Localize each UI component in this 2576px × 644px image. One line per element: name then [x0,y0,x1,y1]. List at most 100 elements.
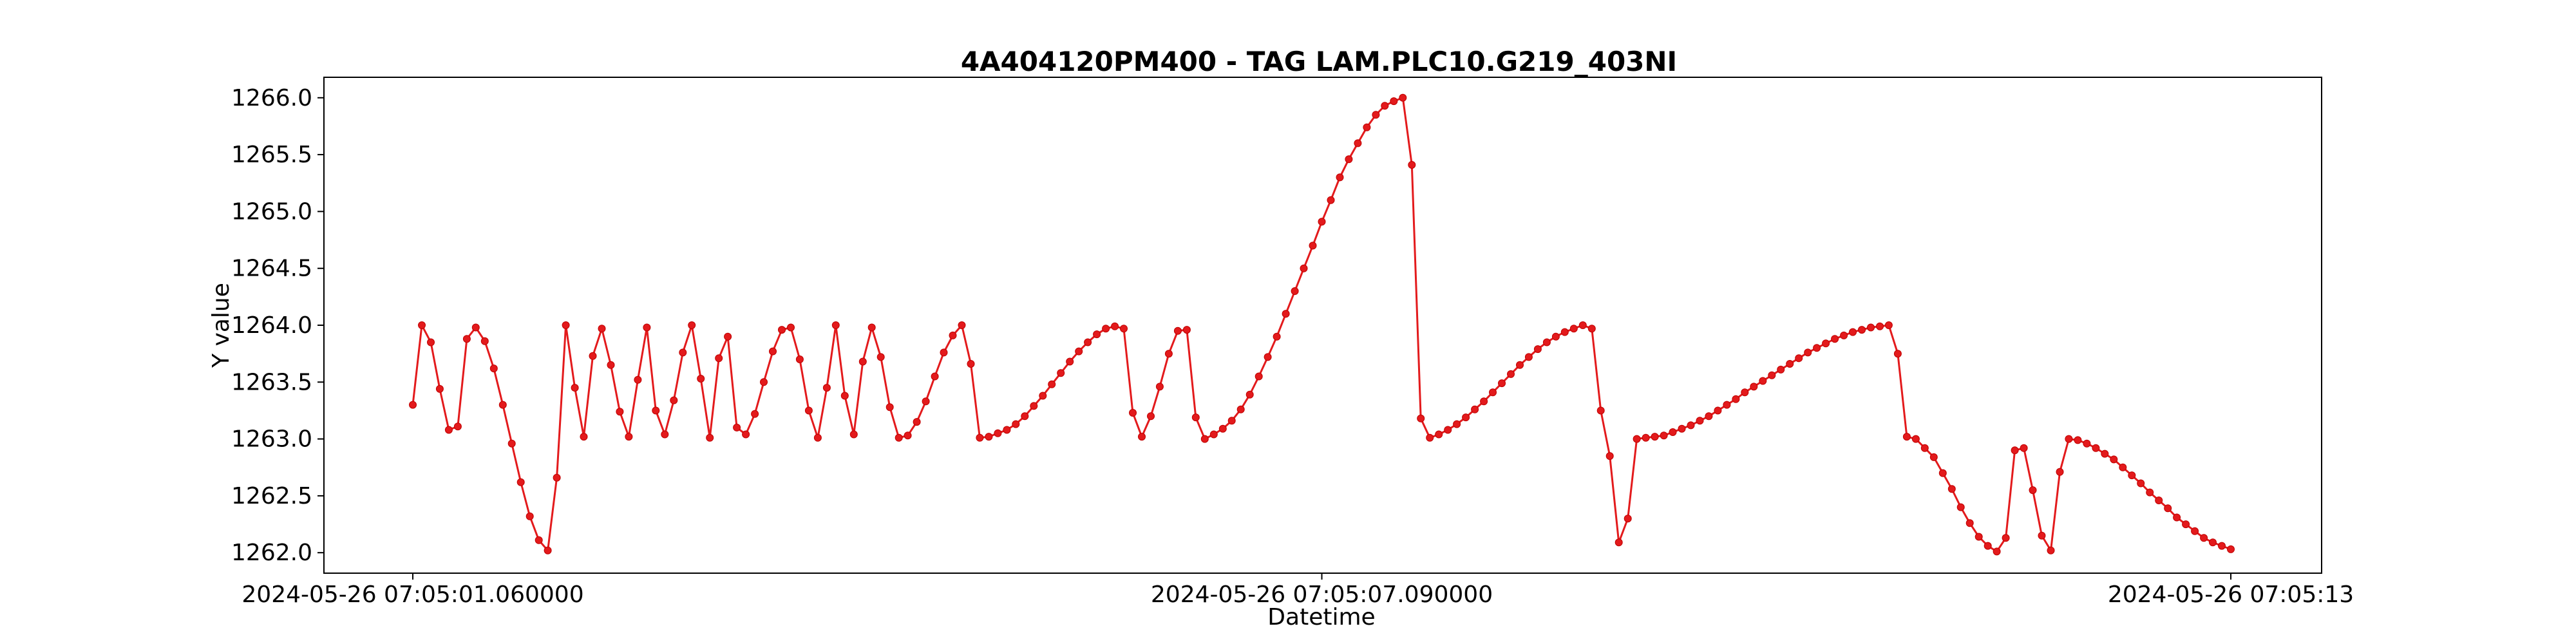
data-point [813,433,822,442]
data-point [444,426,453,434]
data-point [867,323,876,332]
data-point [1624,515,1632,523]
data-point [688,321,696,329]
y-axis: 1262.0 1262.5 1263.0 1263.5 1264.0 1264.5 1265… [231,85,324,566]
data-point [1147,412,1155,421]
data-point [1714,406,1722,415]
data-point [471,323,480,332]
y-tick-label: 1262.5 [231,483,312,509]
data-point [1255,372,1263,381]
data-point [1920,444,1929,452]
data-point [1057,369,1065,377]
data-point [1911,435,1920,443]
y-tick-label: 1266.0 [231,85,312,111]
data-point [1264,353,1272,361]
data-point [2047,546,2055,554]
data-point [1578,321,1587,329]
data-point [1209,430,1218,439]
data-point [1200,435,1209,443]
data-point [634,375,642,384]
data-point [1111,322,1119,330]
data-point [2182,520,2190,529]
data-point [1408,161,1416,169]
x-tick-label: 2024-05-26 07:05:01.060000 [242,582,583,608]
data-point [418,321,426,329]
data-point [2164,504,2172,513]
data-point [2227,545,2235,553]
data-point [1984,542,1992,550]
data-point [1363,123,1371,131]
data-point [931,372,939,381]
data-point [589,352,597,360]
data-point [958,321,966,329]
series-line [412,96,2231,554]
data-point [1867,323,1875,332]
data-point [1039,392,1047,400]
data-point [769,347,777,355]
data-point [1516,361,1524,369]
data-point [1227,417,1236,425]
data-point [804,406,813,415]
series-group [409,93,2235,556]
data-point [1605,452,1614,460]
data-point [1542,338,1551,346]
data-point [994,429,1002,437]
data-point [1372,111,1380,119]
y-tick-label: 1264.0 [231,312,312,339]
data-point [1173,327,1182,335]
data-point [1218,424,1227,433]
data-point [1444,426,1452,434]
data-point [1993,547,2001,556]
data-point [480,337,489,345]
data-point [1129,409,1137,417]
data-point [1164,350,1173,358]
data-point [1929,453,1938,461]
data-point [1813,344,1821,352]
data-point [1884,321,1893,329]
x-tick-label: 2024-05-26 07:05:07.090000 [1151,582,1493,608]
data-point [1426,433,1434,442]
data-point [661,430,669,439]
chart-title: 4A404120PM400 - TAG LAM.PLC10.G219_403NI [961,46,1677,77]
data-point [2002,534,2010,542]
data-point [1273,332,1281,341]
data-point [625,433,633,441]
data-point [2092,444,2100,452]
data-point [498,401,507,409]
data-point [1569,325,1578,333]
data-point [607,361,615,369]
data-point [1849,328,1857,336]
data-point [876,353,885,361]
data-point [1975,533,1983,541]
data-point [1345,155,1353,164]
data-point [1300,264,1308,272]
data-point [1795,354,1803,363]
data-point [1012,420,1020,428]
data-point [1191,413,1200,422]
data-point [544,546,552,554]
data-point [1093,330,1101,339]
data-point [849,430,858,439]
data-point [2155,497,2163,504]
data-point [1678,424,1686,433]
data-point [580,433,588,441]
data-point [1876,322,1884,330]
data-point [1705,412,1713,421]
data-point [778,326,786,334]
data-point [742,430,750,439]
data-point [1768,371,1776,379]
data-point [1327,196,1335,204]
data-point [724,332,732,341]
data-point [940,348,948,357]
data-point [1642,433,1650,442]
data-point [1291,287,1299,295]
data-point [985,433,993,441]
data-point [1309,242,1317,250]
data-point [1786,360,1794,368]
data-point [462,335,471,343]
data-point [435,384,444,393]
data-point [535,536,543,544]
data-point [489,365,498,373]
